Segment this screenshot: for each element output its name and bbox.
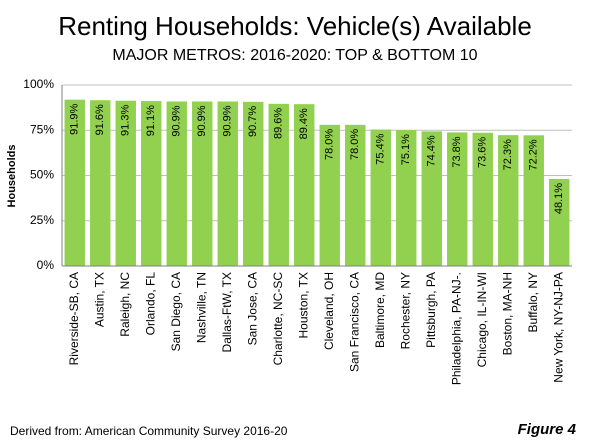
figure-label: Figure 4 (518, 421, 577, 438)
bar (166, 101, 187, 266)
x-tick-label: San Diego, CA (169, 272, 183, 351)
value-label: 75.1% (400, 134, 412, 165)
x-tick-label: Chicago, IL-IN-WI (475, 272, 489, 367)
value-label: 78.0% (349, 129, 361, 160)
x-tick-label: Houston, TX (296, 272, 310, 338)
x-tick-label: Cleveland, OH (322, 272, 336, 350)
value-label: 72.3% (502, 139, 514, 170)
bar (319, 124, 340, 266)
bar (447, 132, 468, 266)
x-tick-label: Riverside-SB, CA (67, 272, 81, 365)
value-label: 75.4% (375, 133, 387, 164)
x-tick-label: Rochester, NY (398, 272, 412, 349)
x-tick-label: San Jose, CA (245, 272, 259, 345)
x-tick-label: San Francisco, CA (347, 272, 361, 372)
bar (141, 101, 162, 266)
x-tick-label: Raleigh, NC (118, 272, 132, 337)
bar (243, 101, 264, 266)
bar (370, 129, 391, 266)
chart-title: Renting Households: Vehicle(s) Available (58, 11, 532, 41)
bar (217, 101, 238, 266)
x-tick-label: Nashville, TN (194, 272, 208, 343)
x-tick-label: Charlotte, NC-SC (271, 272, 285, 366)
y-axis-label: Households (6, 145, 18, 208)
value-label: 90.7% (247, 106, 259, 137)
chart-subtitle: MAJOR METROS: 2016-2020: TOP & BOTTOM 10 (112, 47, 477, 64)
value-label: 90.9% (222, 105, 234, 136)
value-label: 78.0% (324, 129, 336, 160)
x-tick-label: Buffalo, NY (526, 272, 540, 332)
x-tick-label: Baltimore, MD (373, 272, 387, 348)
bar (498, 135, 519, 266)
y-tick-label: 100% (23, 77, 54, 91)
x-tick-label: Boston, MA-NH (500, 272, 514, 355)
value-label: 90.9% (196, 105, 208, 136)
bar (192, 101, 213, 266)
bar (345, 124, 366, 266)
value-label: 90.9% (171, 105, 183, 136)
value-label: 91.9% (69, 103, 81, 134)
value-label: 73.8% (451, 136, 463, 167)
y-tick-label: 50% (30, 168, 54, 182)
y-tick-label: 75% (30, 122, 54, 136)
x-tick-label: Orlando, FL (143, 272, 157, 336)
value-label: 74.4% (426, 135, 438, 166)
y-tick-label: 25% (30, 213, 54, 227)
value-label: 91.1% (145, 105, 157, 136)
x-tick-label: Pittsburgh, PA (424, 272, 438, 348)
x-tick-label: Austin, TX (92, 272, 106, 327)
x-tick-label: Dallas-FtW, TX (220, 272, 234, 352)
x-tick-label: Philadelphia, PA-NJ-. (449, 272, 463, 385)
bar (294, 104, 315, 266)
bar (64, 99, 85, 266)
bar (90, 100, 111, 266)
bar (421, 131, 442, 266)
value-label: 73.6% (477, 137, 489, 168)
value-label: 48.1% (553, 183, 565, 214)
bar (472, 132, 493, 266)
bar (523, 135, 544, 266)
value-label: 91.6% (94, 104, 106, 135)
bar (396, 130, 417, 266)
value-label: 91.3% (120, 105, 132, 136)
bar (549, 178, 570, 266)
bar (268, 103, 289, 266)
y-tick-label: 0% (37, 258, 55, 272)
value-label: 89.4% (298, 108, 310, 139)
x-tick-label: New York, NY-NJ-PA (551, 272, 565, 383)
value-label: 89.6% (273, 108, 285, 139)
value-label: 72.2% (528, 139, 540, 170)
bar (115, 100, 136, 266)
source-note: Derived from: American Community Survey … (10, 424, 288, 438)
